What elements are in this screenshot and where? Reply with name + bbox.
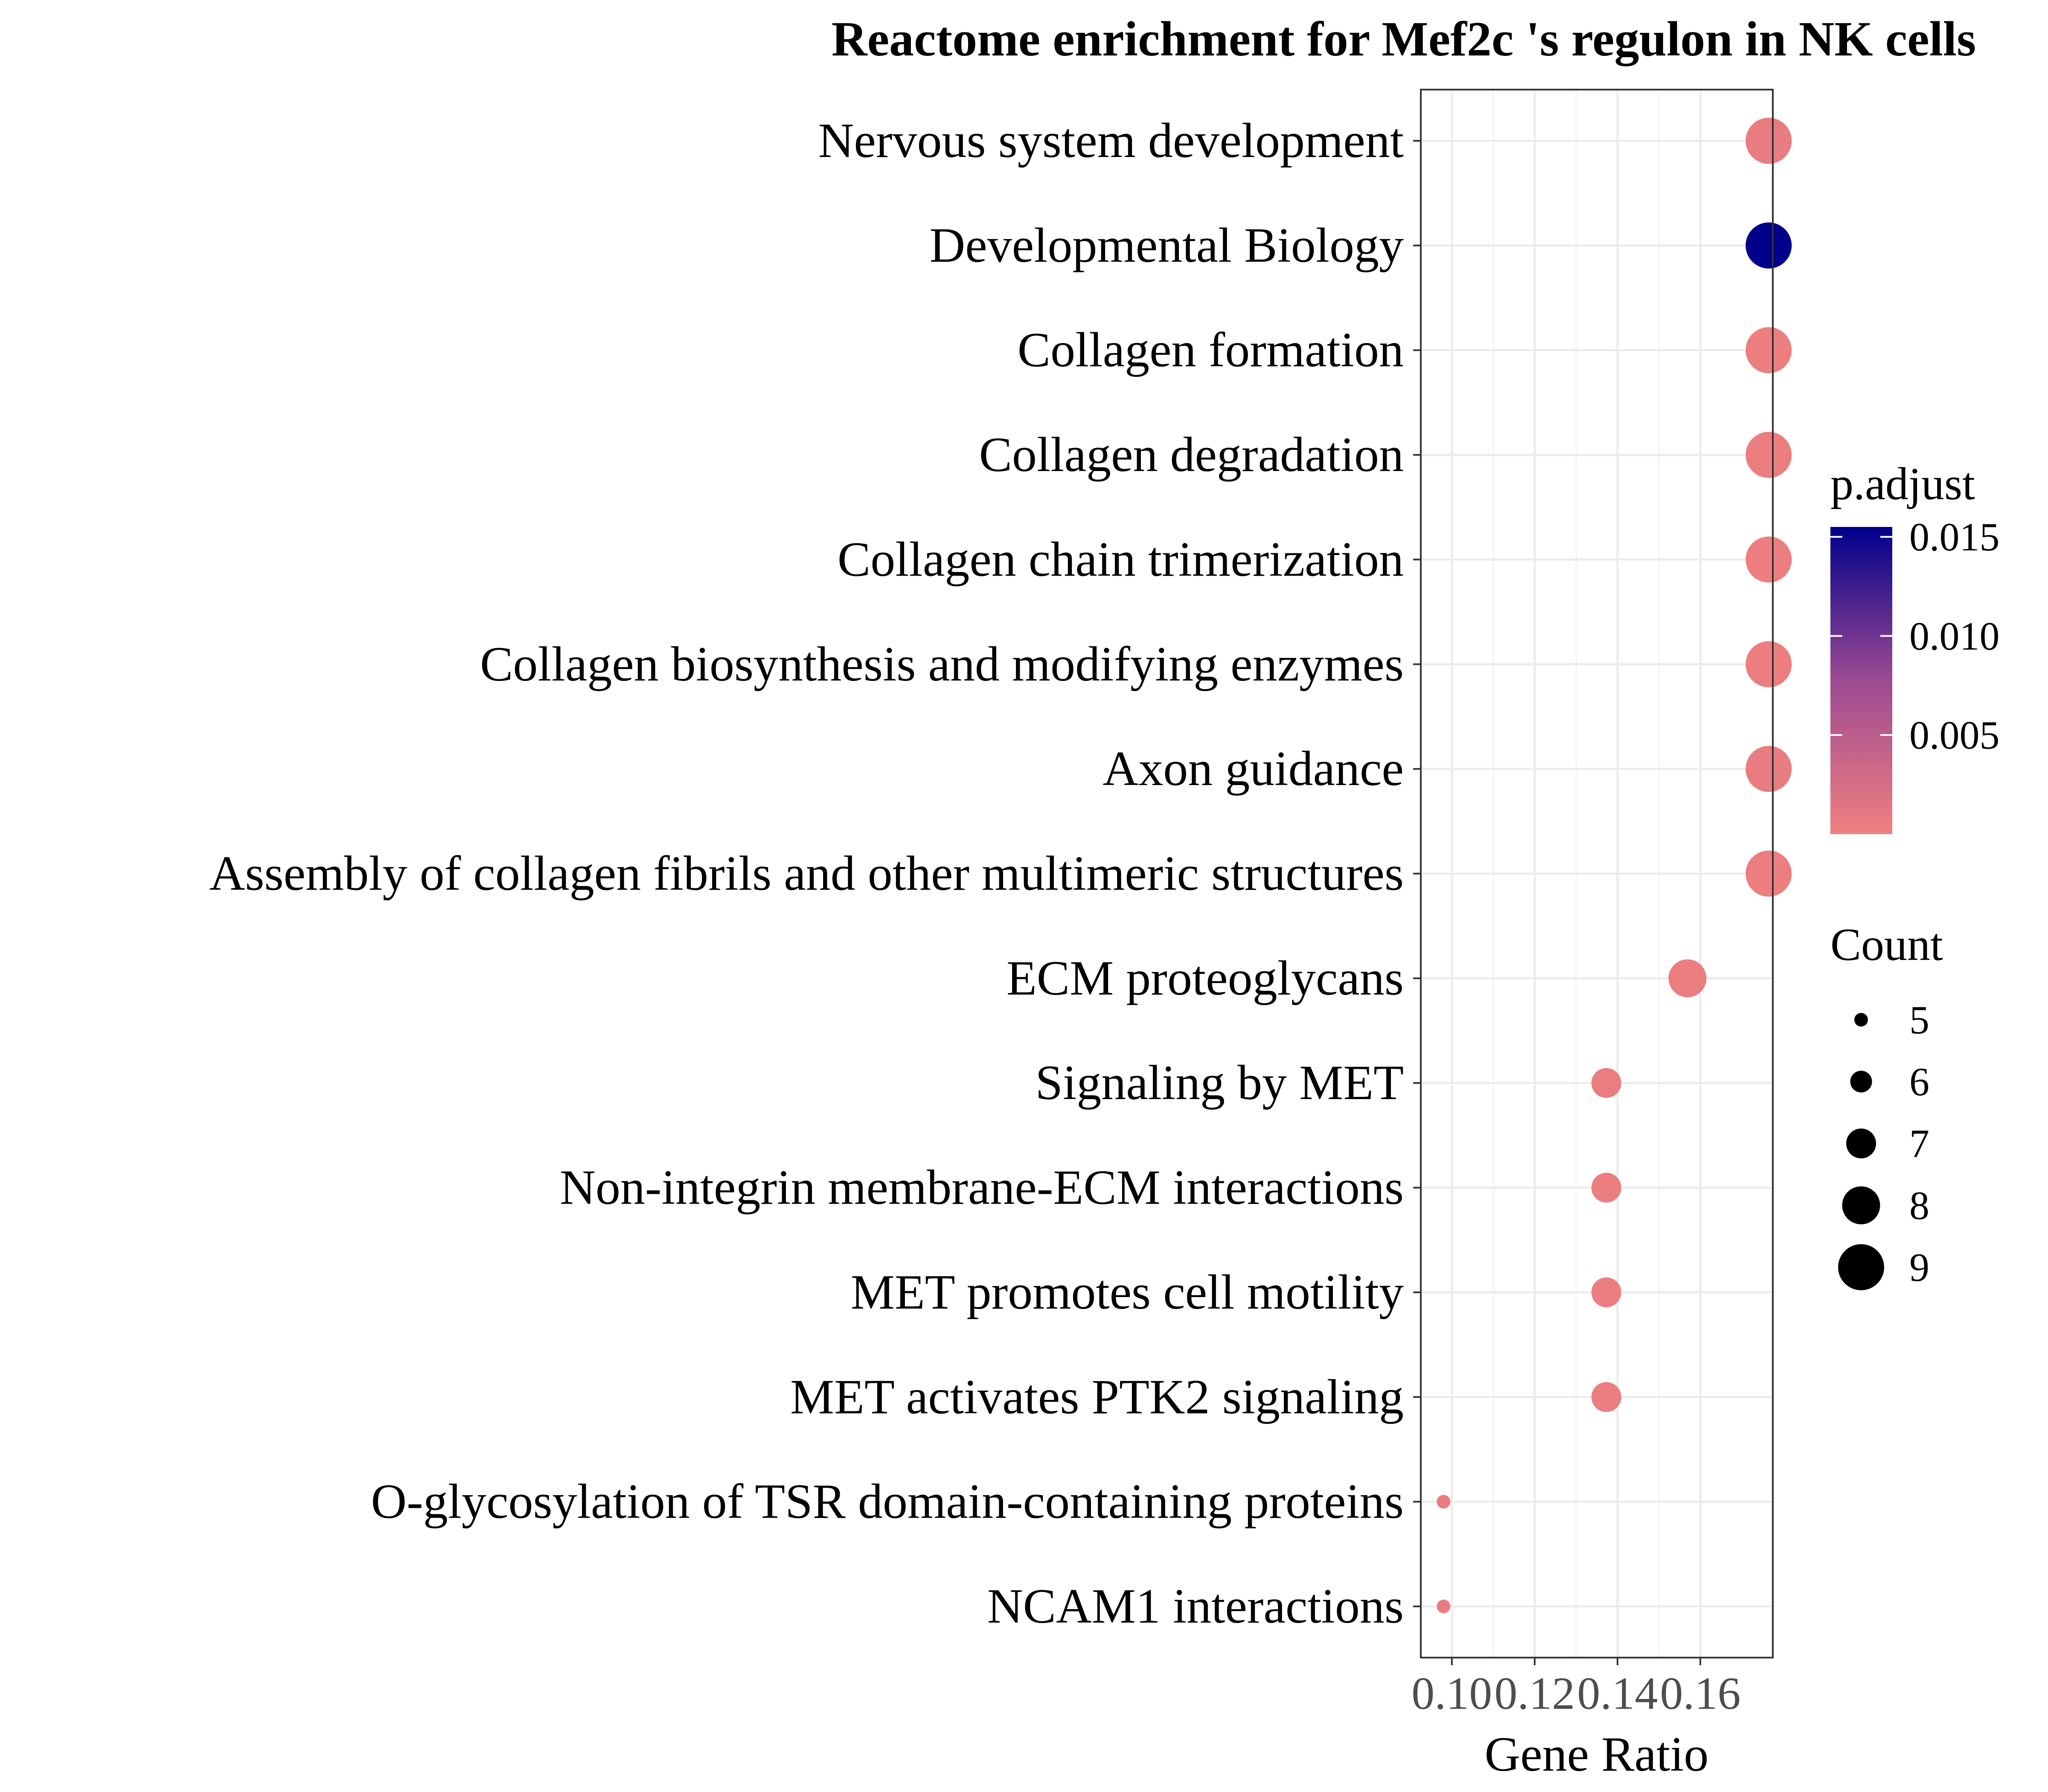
y-tick-label: Collagen biosynthesis and modifying enzy… [480,637,1404,692]
y-tick-label: ECM proteoglycans [1007,951,1404,1006]
data-point [1745,327,1792,373]
color-bar-ticks: 0.005 0.010 0.015 [1830,515,2000,758]
size-legend-key [1838,1244,1884,1290]
y-tick-label: MET activates PTK2 signaling [790,1370,1404,1424]
size-legend-label: 5 [1909,998,1929,1042]
x-tick-label: 0.12 [1494,1668,1575,1719]
x-tick-label: 0.14 [1577,1668,1658,1719]
y-tick-label: Nervous system development [818,113,1404,168]
size-legend-key [1846,1129,1876,1158]
size-legend-label: 7 [1909,1122,1929,1166]
y-tick-label: Collagen formation [1018,323,1404,378]
size-legend: Count 5 6 7 8 9 [1830,919,1943,1290]
y-axis: Nervous system development Developmental … [209,113,1421,1634]
x-tick-label: 0.10 [1411,1668,1492,1719]
size-legend-label: 9 [1909,1245,1929,1290]
data-point [1745,641,1792,687]
data-point [1745,536,1792,583]
size-legend-key [1842,1186,1880,1225]
data-point [1745,850,1792,897]
color-bar-label: 0.005 [1909,713,2000,758]
y-tick-label: Non-integrin membrane-ECM interactions [560,1161,1404,1215]
color-bar-label: 0.015 [1909,515,2000,559]
data-point [1591,1172,1621,1203]
size-legend-title: Count [1830,919,1943,970]
y-tick-label: Assembly of collagen fibrils and other m… [209,847,1404,901]
size-legend-label: 6 [1909,1060,1929,1104]
data-point [1591,1382,1621,1412]
size-legend-label: 8 [1909,1184,1929,1228]
y-tick-label: NCAM1 interactions [987,1579,1404,1634]
data-point [1745,746,1792,792]
data-point [1437,1495,1451,1509]
x-axis: 0.10 0.12 0.14 0.16 [1411,1658,1741,1719]
y-tick-label: Collagen degradation [979,428,1404,482]
data-point [1745,432,1792,478]
y-tick-label: MET promotes cell motility [851,1265,1404,1320]
data-point [1437,1600,1451,1613]
y-tick-label: Axon guidance [1103,742,1404,796]
data-point [1591,1277,1621,1307]
color-legend-title: p.adjust [1830,459,1975,509]
size-legend-key [1850,1071,1872,1093]
data-point [1591,1068,1621,1098]
size-legend-items: 5 6 7 8 9 [1838,998,1929,1290]
x-axis-title: Gene Ratio [1484,1727,1708,1782]
y-tick-label: O-glycosylation of TSR domain-containing… [371,1475,1404,1529]
x-tick-label: 0.16 [1660,1668,1741,1719]
data-point [1668,959,1707,998]
color-bar-label: 0.010 [1909,614,2000,658]
y-tick-label: Developmental Biology [930,218,1404,273]
color-legend: p.adjust 0.005 0.010 0.015 [1830,459,2000,834]
data-points [1437,118,1792,1613]
grid-lines [1421,90,1773,1658]
data-point [1745,118,1792,164]
y-tick-label: Signaling by MET [1035,1056,1404,1110]
color-bar [1830,527,1892,834]
y-tick-label: Collagen chain trimerization [838,532,1404,587]
data-point [1745,222,1792,269]
chart-title: Reactome enrichment for Mef2c 's regulon… [832,12,1976,67]
size-legend-key [1854,1013,1868,1027]
